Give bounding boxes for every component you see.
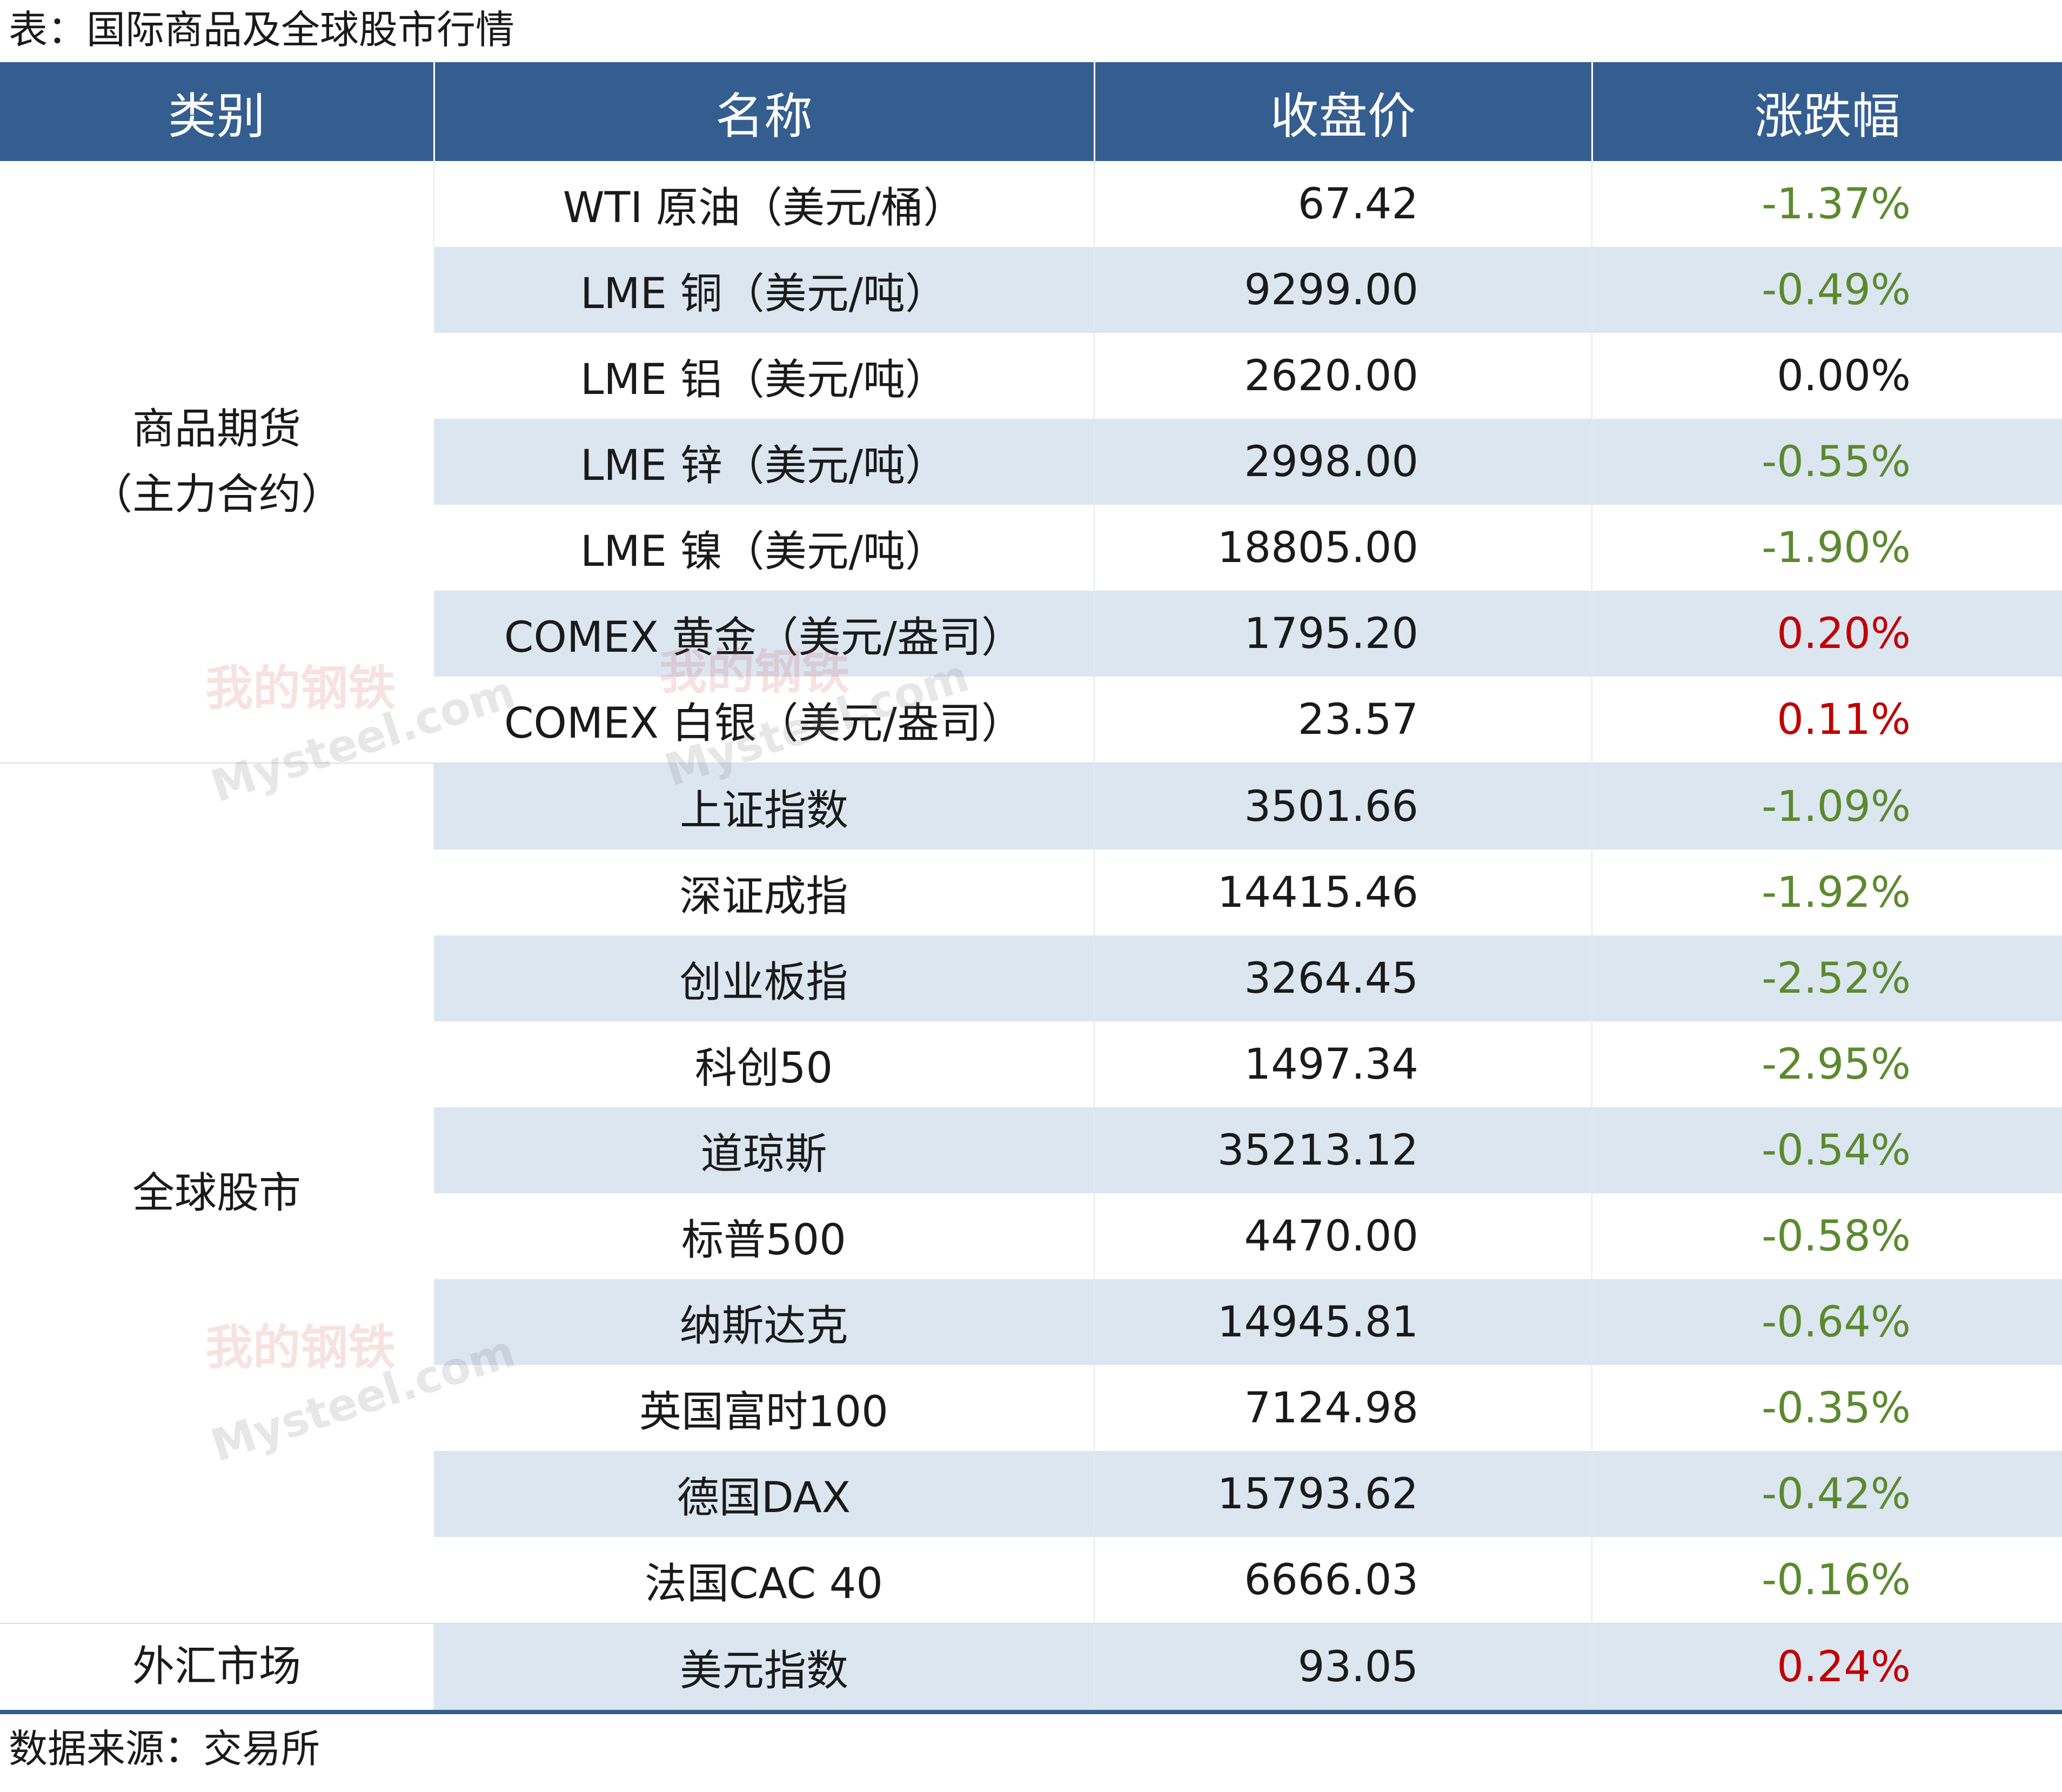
row-change: 0.24% [1591, 1623, 2062, 1714]
row-name: 法国CAC 40 [645, 1559, 883, 1608]
category-sublabel: （主力合约） [90, 470, 343, 519]
category-label: 商品期货 [132, 404, 301, 453]
row-name: 创业板指 [434, 935, 1094, 1021]
table-row: COMEX 黄金（美元/盎司） 1795.20 0.20% [0, 591, 2062, 677]
table-row: 德国DAX 15793.62 -0.42% [0, 1451, 2062, 1537]
row-price: 6666.03 [1094, 1537, 1592, 1623]
table-row: 全球股市 上证指数 3501.66 -1.09% [0, 763, 2062, 1623]
header-name: 名称 [433, 62, 1094, 161]
row-change: -1.92% [1591, 850, 2062, 935]
table-row: LME 铜（美元/吨） 9299.00 -0.49% [0, 247, 2062, 333]
row-change: 0.11% [1591, 677, 2062, 763]
table-title: 表：国际商品及全球股市行情 [9, 7, 515, 52]
row-price: 23.57 [1094, 677, 1592, 763]
row-name: WTI 原油（美元/桶） [433, 161, 1094, 247]
row-price: 93.05 [1094, 1623, 1592, 1714]
table-row: 道琼斯 35213.12 -0.54% [0, 1107, 2062, 1193]
table-row: 商品期货 （主力合约） WTI 原油（美元/桶） 67.42 -1.37% [0, 161, 2062, 763]
category-global-stocks: 全球股市 [0, 763, 434, 1623]
row-price: 2998.00 [1094, 419, 1592, 505]
table-row: 深证成指 14415.46 -1.92% [0, 850, 2062, 935]
table-row: 创业板指 3264.45 -2.52% [0, 935, 2062, 1021]
row-change: -0.58% [1591, 1193, 2062, 1279]
header-change-pct: 涨跌幅 [1591, 62, 2062, 161]
row-name: COMEX 黄金（美元/盎司） [434, 591, 1094, 677]
table-row: LME 镍（美元/吨） 18805.00 -1.90% [0, 505, 2062, 591]
row-change: -0.54% [1591, 1107, 2062, 1193]
row-price: 18805.00 [1094, 505, 1592, 591]
row-name: 标普500 [681, 1215, 846, 1265]
row-price: 2620.00 [1094, 333, 1592, 419]
category-commodity-futures: 商品期货 （主力合约） [0, 161, 434, 763]
row-price: 14945.81 [1094, 1279, 1592, 1365]
row-change: -0.49% [1591, 247, 2062, 333]
header-category: 类别 [0, 62, 434, 161]
row-price: 9299.00 [1094, 247, 1592, 333]
row-change: -0.16% [1591, 1537, 2062, 1623]
row-change: -0.42% [1591, 1451, 2062, 1537]
table-row: COMEX 白银（美元/盎司） 23.57 0.11% [0, 677, 2062, 763]
row-name: 纳斯达克 [434, 1279, 1094, 1365]
row-name: 德国DAX [434, 1451, 1094, 1537]
row-name: 美元指数 [433, 1623, 1094, 1714]
table-row: 标普500 4470.00 -0.58% [0, 1193, 2062, 1279]
row-change: 0.00% [1591, 333, 2062, 419]
row-price: 67.42 [1094, 161, 1592, 247]
row-change: -2.52% [1591, 935, 2062, 1021]
row-name: 深证成指 [679, 872, 848, 921]
row-change: -1.90% [1591, 505, 2062, 591]
row-change: -1.09% [1591, 763, 2062, 850]
row-price: 3264.45 [1094, 935, 1592, 1021]
row-name: 英国富时100 [639, 1387, 888, 1436]
row-name: LME 铝（美元/吨） [580, 355, 948, 404]
row-price: 14415.46 [1094, 850, 1592, 935]
row-change: -0.55% [1591, 419, 2062, 505]
row-name: COMEX 白银（美元/盎司） [504, 699, 1023, 748]
row-price: 35213.12 [1094, 1107, 1592, 1193]
row-change: -0.64% [1591, 1279, 2062, 1365]
table-row: LME 铝（美元/吨） 2620.00 0.00% [0, 333, 2062, 419]
header-close-price: 收盘价 [1093, 62, 1592, 161]
row-name: 科创50 [694, 1044, 833, 1093]
row-price: 15793.62 [1094, 1451, 1592, 1537]
category-label: 全球股市 [132, 1168, 301, 1218]
market-quote-table: 类别 名称 收盘价 涨跌幅 商品期货 （主力合约） WTI 原油（美元/桶） 6… [0, 62, 2062, 1714]
row-price: 1795.20 [1094, 591, 1592, 677]
row-change: 0.20% [1591, 591, 2062, 677]
table-row: LME 锌（美元/吨） 2998.00 -0.55% [0, 419, 2062, 505]
table-row: 科创50 1497.34 -2.95% [0, 1021, 2062, 1107]
row-name: 道琼斯 [434, 1107, 1094, 1193]
row-name: LME 铜（美元/吨） [434, 247, 1094, 333]
header-row: 类别 名称 收盘价 涨跌幅 [0, 62, 2062, 161]
table-row: 外汇市场 美元指数 93.05 0.24% [0, 1623, 2062, 1714]
row-name: LME 镍（美元/吨） [580, 527, 948, 576]
row-change: -1.37% [1591, 161, 2062, 247]
category-label: 外汇市场 [132, 1642, 301, 1691]
row-price: 3501.66 [1094, 763, 1592, 850]
row-change: -2.95% [1591, 1021, 2062, 1107]
data-source-note: 数据来源：交易所 [9, 1726, 320, 1771]
table-row: 英国富时100 7124.98 -0.35% [0, 1365, 2062, 1451]
row-change: -0.35% [1591, 1365, 2062, 1451]
row-price: 1497.34 [1094, 1021, 1592, 1107]
category-forex: 外汇市场 [0, 1623, 434, 1714]
row-name: 上证指数 [433, 763, 1094, 850]
table-row: 纳斯达克 14945.81 -0.64% [0, 1279, 2062, 1365]
row-price: 7124.98 [1094, 1365, 1592, 1451]
row-name: LME 锌（美元/吨） [434, 419, 1094, 505]
row-price: 4470.00 [1094, 1193, 1592, 1279]
table-row: 法国CAC 40 6666.03 -0.16% [0, 1537, 2062, 1623]
